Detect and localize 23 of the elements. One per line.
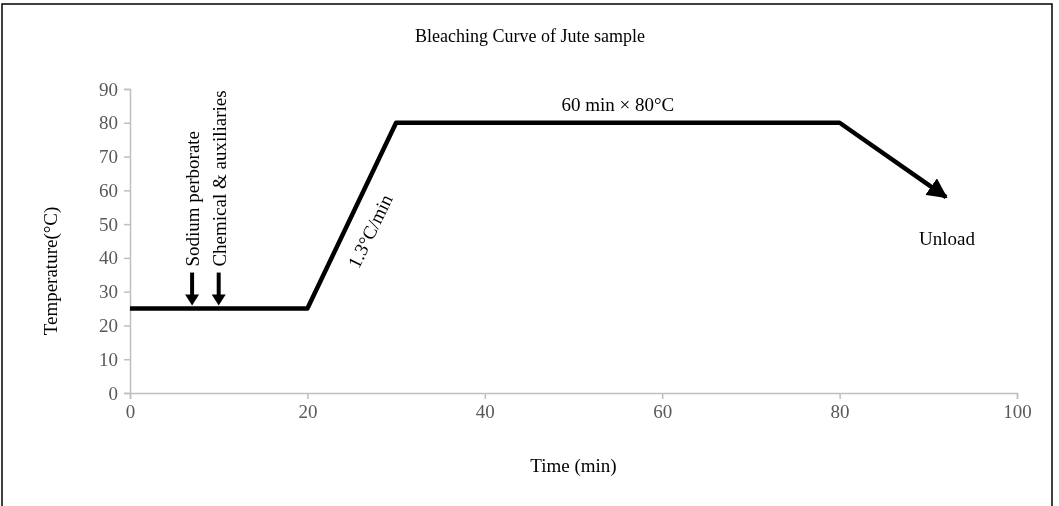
y-tick-label: 0	[108, 382, 118, 404]
x-tick-label: 0	[125, 401, 136, 423]
y-tick-label: 30	[99, 281, 118, 303]
annotation: Chemical & auxiliaries	[208, 90, 230, 267]
y-tick-label: 50	[99, 213, 118, 235]
y-tick-label: 90	[99, 78, 118, 100]
y-axis-title: Temperature(°C)	[40, 206, 62, 336]
x-tick-label: 40	[475, 401, 495, 423]
y-tick-label: 10	[99, 348, 118, 370]
annotation: Sodium perborate	[182, 130, 204, 267]
x-tick-label: 60	[653, 401, 673, 423]
y-tick-label: 70	[99, 146, 118, 168]
annotation: 60 min × 80°C	[561, 93, 675, 115]
x-axis-title: Time (min)	[530, 455, 617, 477]
x-tick-label: 100	[1003, 401, 1032, 423]
x-tick-label: 80	[830, 401, 850, 423]
annotation: Unload	[919, 228, 976, 249]
y-tick-label: 80	[99, 112, 118, 134]
y-tick-label: 60	[99, 179, 118, 201]
y-tick-label: 40	[99, 247, 118, 269]
y-tick-label: 20	[99, 315, 118, 337]
x-tick-label: 20	[298, 401, 318, 423]
chart-title: Bleaching Curve of Jute sample	[415, 26, 645, 46]
